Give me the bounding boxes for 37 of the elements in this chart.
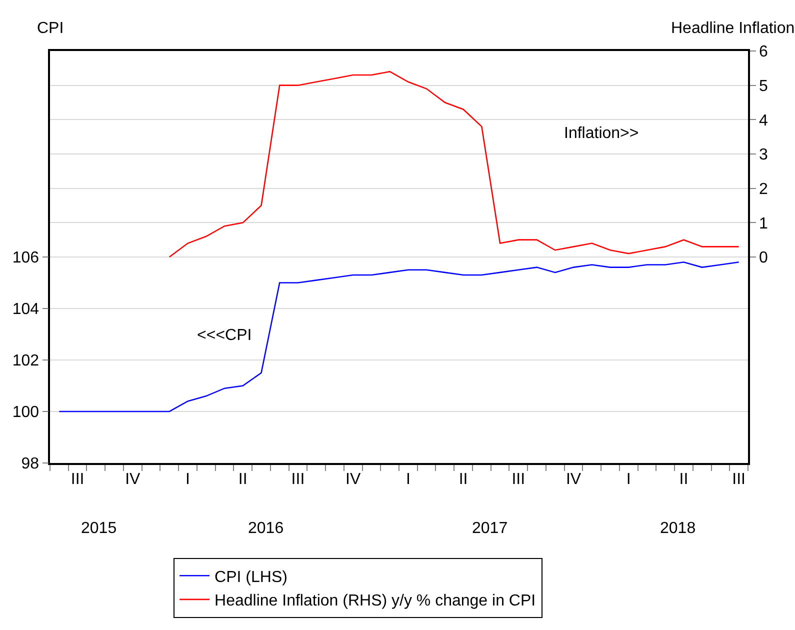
y-tick-label: 100 — [12, 404, 40, 422]
y-tick-label: 98 — [21, 456, 40, 473]
y2-tick-label: 6 — [758, 44, 768, 61]
x-tick-label: I — [406, 470, 410, 488]
x-tick-label: III — [732, 470, 746, 488]
y2-axis-title: Headline Inflation — [671, 20, 795, 37]
y-tick-label: 102 — [12, 352, 40, 370]
legend-label: CPI (LHS) — [214, 568, 288, 586]
text: 2017 — [472, 520, 508, 537]
x-tick-label: III — [291, 470, 305, 488]
y-tick-label: 104 — [12, 301, 40, 318]
y2-tick-label: 4 — [758, 112, 768, 130]
x-tick-label: IV — [125, 470, 141, 488]
x-tick-label: III — [70, 470, 84, 488]
y-tick-label: 106 — [12, 250, 40, 267]
x-tick-label: IV — [346, 470, 361, 488]
text: 2016 — [248, 520, 284, 537]
y2-tick-label: 3 — [758, 146, 768, 164]
x-tick-label: IV — [566, 470, 582, 488]
y2-tick-label: 1 — [758, 215, 768, 232]
annotation: <<<CPI — [197, 327, 252, 344]
y-axis-title: CPI — [37, 20, 64, 37]
x-tick-label: II — [679, 470, 688, 488]
line-series — [58, 262, 740, 412]
y2-tick-label: 0 — [758, 250, 768, 267]
y2-tick-label: 5 — [758, 78, 768, 95]
x-tick-label: III — [512, 470, 526, 488]
annotation: Inflation>> — [564, 125, 639, 142]
legend-label: Headline Inflation (RHS) y/y % change in CPI — [214, 592, 536, 610]
x-tick-label: I — [186, 470, 190, 488]
x-tick-label: I — [626, 470, 631, 488]
x-tick-label: II — [238, 470, 248, 488]
text: 2018 — [660, 520, 696, 537]
text: 2015 — [81, 520, 117, 537]
y2-tick-label: 2 — [758, 180, 768, 198]
line-series — [168, 70, 740, 258]
x-tick-label: II — [458, 470, 468, 488]
